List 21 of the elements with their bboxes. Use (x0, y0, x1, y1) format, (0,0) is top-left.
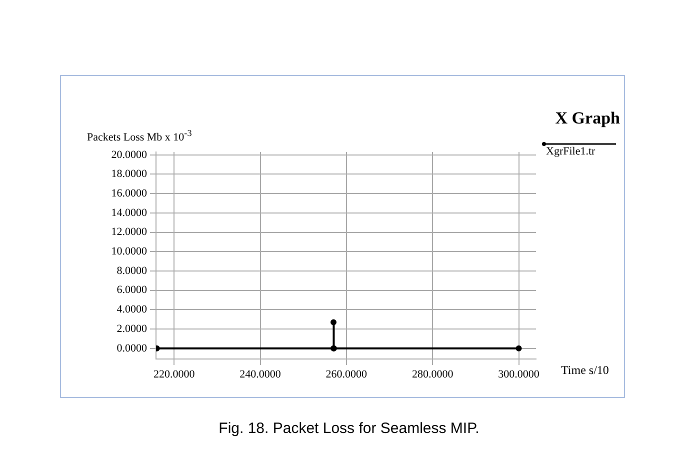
y-tick-label: 20.0000 (111, 148, 148, 161)
x-tick-label: 300.0000 (498, 368, 540, 380)
y-tick-label: 4.0000 (116, 304, 148, 316)
y-tick-label: 10.0000 (111, 246, 148, 258)
caption: Fig. 18. Packet Loss for Seamless MIP. (218, 420, 480, 437)
y-tick-label: 2.0000 (116, 322, 148, 335)
legend-label: XgrFile1.tr (546, 145, 596, 158)
y-tick-label: 0.0000 (116, 342, 148, 354)
y-tick-label: 6.0000 (116, 284, 148, 296)
y-tick-label: 8.0000 (116, 264, 148, 277)
x-tick-label: 220.0000 (153, 368, 196, 380)
y-tick-label: 12.0000 (111, 226, 148, 238)
x-tick-label: 240.0000 (240, 368, 282, 380)
y-tick-label: 16.0000 (111, 187, 148, 200)
x-tick-label: 260.0000 (326, 368, 368, 380)
y-tick-label: 14.0000 (111, 206, 148, 219)
x-tick-label: 280.0000 (412, 368, 454, 380)
y-tick-label: 18.0000 (111, 168, 148, 180)
text: X Graph (555, 108, 621, 128)
y-axis-title: Packets Loss Mb x 10$^{-3}$ (87, 128, 192, 144)
x-axis-title: Time s/10 (561, 363, 609, 378)
